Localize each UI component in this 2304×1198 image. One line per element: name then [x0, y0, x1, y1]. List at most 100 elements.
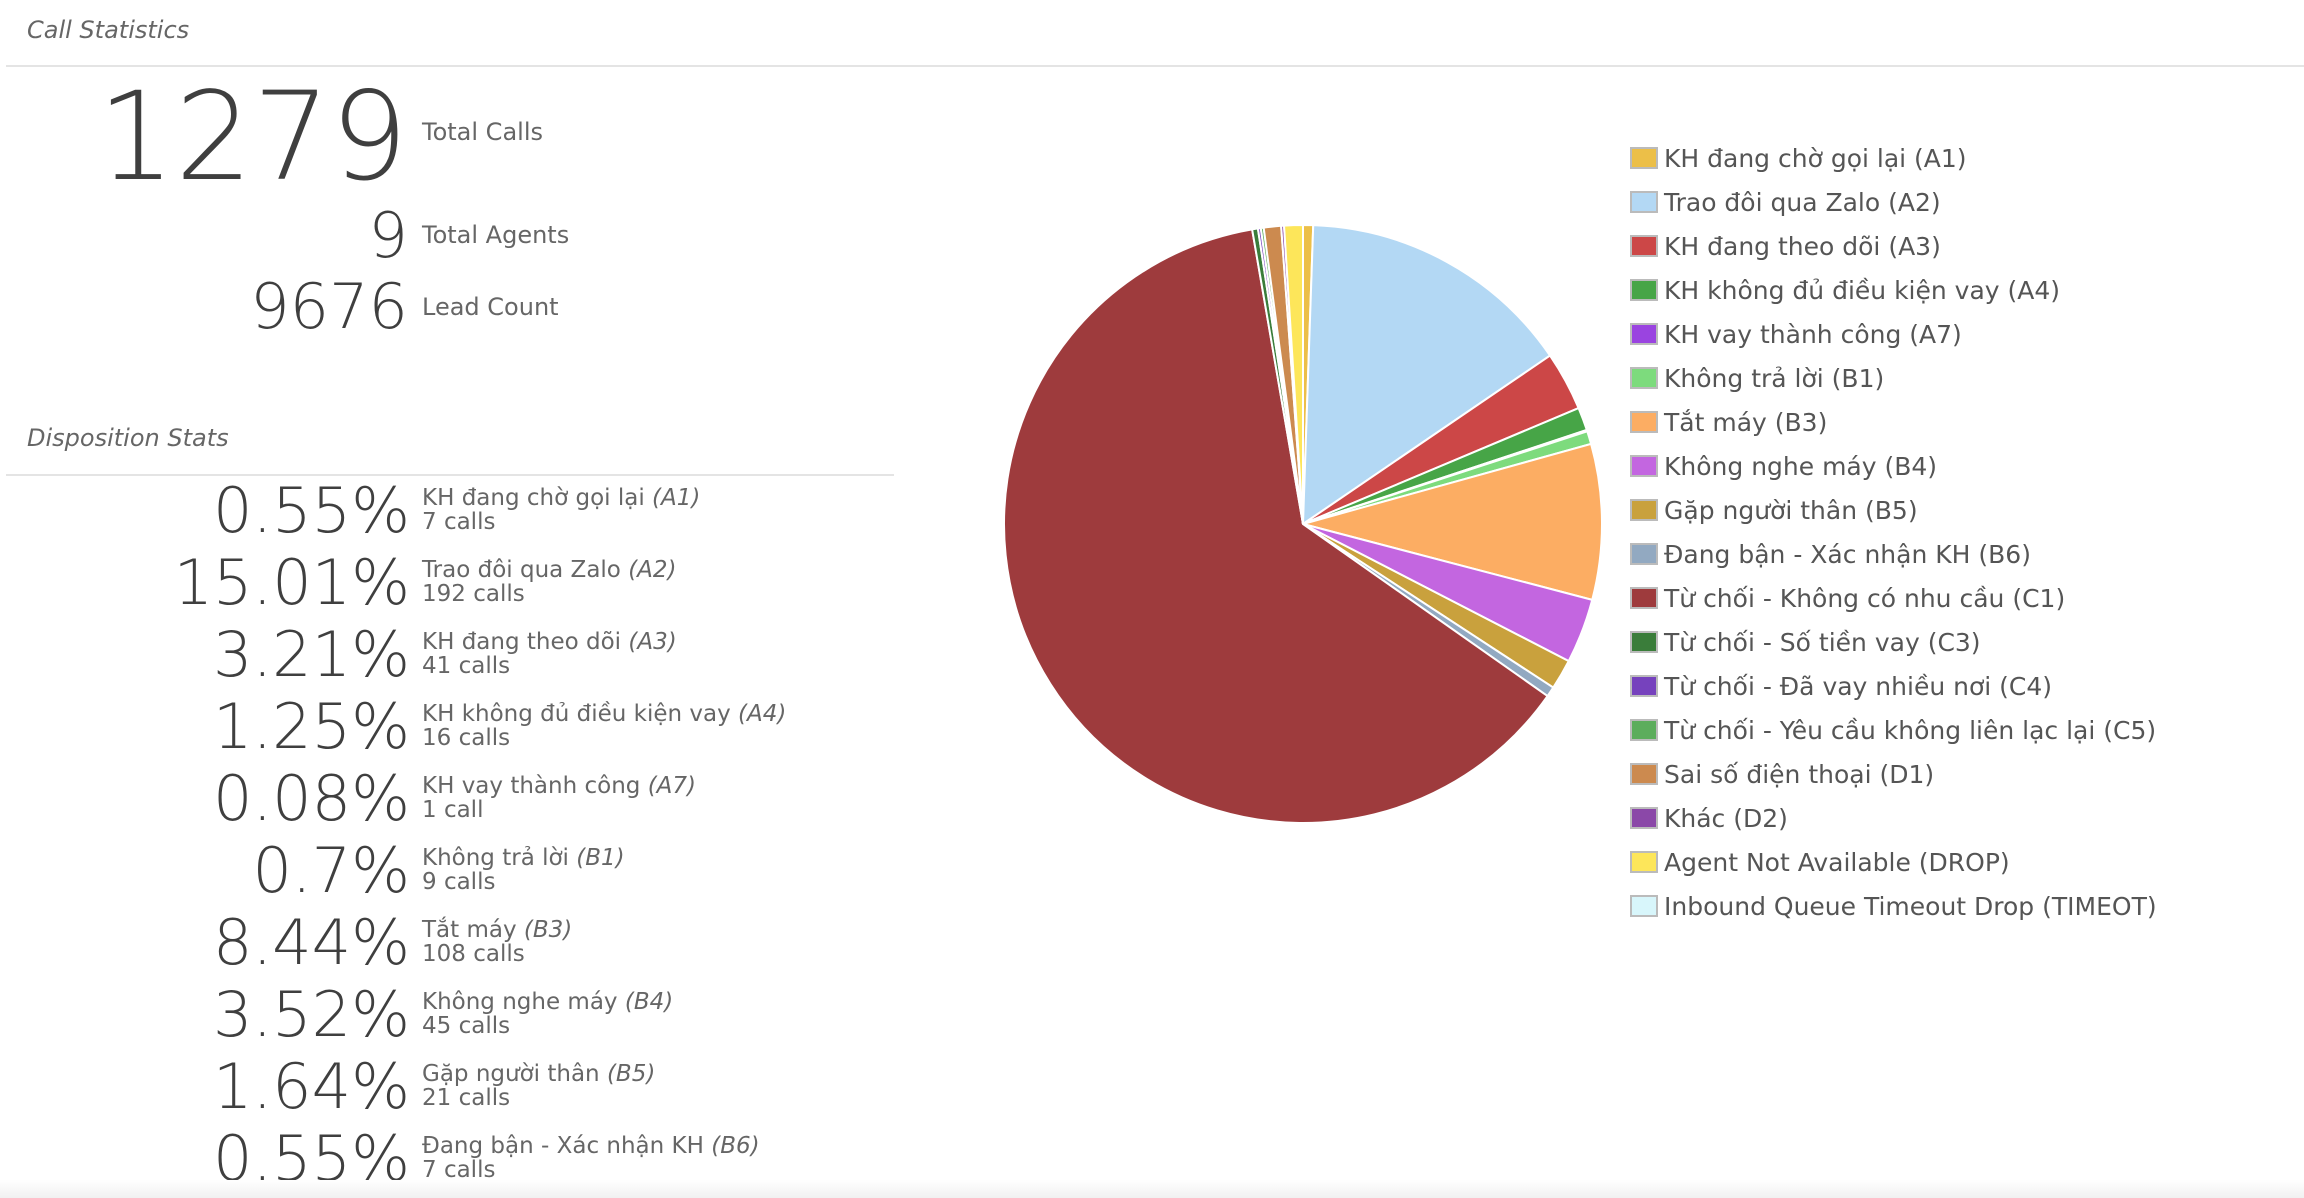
- disposition-percent: 0.08%: [213, 762, 410, 835]
- disposition-calls: 7 calls: [422, 1157, 496, 1183]
- total-calls-label: Total Calls: [422, 118, 543, 146]
- disposition-calls: 41 calls: [422, 653, 511, 679]
- disposition-calls: 1 call: [422, 797, 484, 823]
- disposition-name: Không trả lời (B1): [422, 847, 625, 870]
- legend-label: Từ chối - Yêu cầu không liên lạc lại (C5…: [1664, 715, 2157, 745]
- disposition-percent: 1.64%: [213, 1050, 410, 1123]
- legend-item[interactable]: Đang bận - Xác nhận KH (B6): [1630, 539, 2031, 569]
- legend-item[interactable]: KH không đủ điều kiện vay (A4): [1630, 275, 2060, 305]
- legend-item[interactable]: Tắt máy (B3): [1630, 407, 1827, 437]
- legend-item[interactable]: Khác (D2): [1630, 803, 1788, 833]
- legend-swatch: [1630, 719, 1658, 741]
- legend-item[interactable]: Không trả lời (B1): [1630, 363, 1884, 393]
- legend-swatch: [1630, 631, 1658, 653]
- lead-count-label: Lead Count: [422, 293, 559, 321]
- disposition-name: Đang bận - Xác nhận KH (B6): [422, 1135, 760, 1158]
- pie-slice[interactable]: [1299, 442, 1603, 602]
- legend-item[interactable]: Từ chối - Đã vay nhiều nơi (C4): [1630, 671, 2052, 701]
- legend-label: Tắt máy (B3): [1664, 407, 1828, 437]
- call-statistics-title: Call Statistics: [27, 16, 190, 44]
- legend-item[interactable]: KH vay thành công (A7): [1630, 319, 1962, 349]
- legend-item[interactable]: Gặp người thân (B5): [1630, 495, 1918, 525]
- legend-swatch: [1630, 411, 1658, 433]
- legend-item[interactable]: Từ chối - Yêu cầu không liên lạc lại (C5…: [1630, 715, 2156, 745]
- pie-slice[interactable]: [1003, 228, 1549, 824]
- call-statistics-divider: [6, 65, 2304, 67]
- disposition-code: (B6): [711, 1133, 760, 1159]
- legend-item[interactable]: Agent Not Available (DROP): [1630, 847, 2010, 877]
- disposition-label: Không nghe máy: [422, 989, 618, 1015]
- disposition-code: (A2): [628, 557, 677, 583]
- legend-label: Từ chối - Số tiền vay (C3): [1664, 627, 1981, 657]
- disposition-label: Đang bận - Xác nhận KH: [422, 1133, 704, 1159]
- disposition-percent: 15.01%: [173, 546, 410, 619]
- disposition-calls: 192 calls: [422, 581, 525, 607]
- legend-item[interactable]: Từ chối - Không có nhu cầu (C1): [1630, 583, 2065, 613]
- disposition-percent: 1.25%: [213, 690, 410, 763]
- disposition-calls: 9 calls: [422, 869, 496, 895]
- disposition-percent: 3.21%: [213, 618, 410, 691]
- lead-count-value: 9676: [250, 270, 408, 343]
- legend-label: Trao đôi qua Zalo (A2): [1664, 187, 1941, 217]
- legend-item[interactable]: Không nghe máy (B4): [1630, 451, 1937, 481]
- disposition-label: KH đang theo dõi: [422, 629, 622, 655]
- disposition-percent: 3.52%: [213, 978, 410, 1051]
- pie-slice[interactable]: [1301, 224, 1552, 526]
- disposition-code: (A1): [652, 485, 701, 511]
- legend-label: Inbound Queue Timeout Drop (TIMEOT): [1664, 891, 2157, 921]
- legend-swatch: [1630, 895, 1658, 917]
- disposition-code: (B1): [576, 845, 625, 871]
- legend-swatch: [1630, 851, 1658, 873]
- legend-swatch: [1630, 543, 1658, 565]
- legend-swatch: [1630, 367, 1658, 389]
- pie-slice[interactable]: [1282, 223, 1304, 525]
- disposition-percent: 0.7%: [252, 834, 410, 907]
- legend-item[interactable]: Inbound Queue Timeout Drop (TIMEOT): [1630, 891, 2157, 921]
- legend-swatch: [1630, 147, 1658, 169]
- legend-swatch: [1630, 455, 1658, 477]
- legend-label: KH đang chờ gọi lại (A1): [1664, 143, 1967, 173]
- legend-item[interactable]: Sai số điện thoại (D1): [1630, 759, 1934, 789]
- legend-label: KH vay thành công (A7): [1664, 319, 1962, 349]
- disposition-label: KH không đủ điều kiện vay: [422, 701, 731, 727]
- disposition-percent: 8.44%: [213, 906, 410, 979]
- disposition-calls: 21 calls: [422, 1085, 511, 1111]
- disposition-code: (A3): [628, 629, 677, 655]
- disposition-name: KH vay thành công (A7): [422, 775, 696, 798]
- legend-item[interactable]: KH đang theo dõi (A3): [1630, 231, 1941, 261]
- disposition-percent: 0.55%: [213, 474, 410, 547]
- disposition-name: KH đang theo dõi (A3): [422, 631, 677, 654]
- total-agents-label: Total Agents: [422, 221, 570, 249]
- legend-label: Sai số điện thoại (D1): [1664, 759, 1935, 789]
- disposition-stats-title: Disposition Stats: [27, 424, 229, 452]
- legend-item[interactable]: Từ chối - Số tiền vay (C3): [1630, 627, 1981, 657]
- disposition-label: Trao đôi qua Zalo: [422, 557, 621, 583]
- legend-label: Gặp người thân (B5): [1664, 495, 1918, 525]
- disposition-code: (B4): [624, 989, 674, 1015]
- legend-swatch: [1630, 323, 1658, 345]
- disposition-label: Tắt máy: [422, 917, 517, 943]
- legend-swatch: [1630, 235, 1658, 257]
- legend-swatch: [1630, 763, 1658, 785]
- legend-label: Không trả lời (B1): [1664, 363, 1885, 393]
- legend-label: Không nghe máy (B4): [1664, 451, 1938, 481]
- disposition-calls: 16 calls: [422, 725, 511, 751]
- total-agents-value: 9: [368, 199, 408, 272]
- legend-label: Đang bận - Xác nhận KH (B6): [1664, 539, 2031, 569]
- disposition-code: (B5): [606, 1061, 656, 1087]
- bottom-shadow: [0, 1180, 2304, 1198]
- legend-swatch: [1630, 191, 1658, 213]
- disposition-code: (A7): [647, 773, 697, 799]
- disposition-label: KH đang chờ gọi lại: [422, 485, 645, 511]
- disposition-code: (A4): [738, 701, 787, 727]
- disposition-code: (B3): [523, 917, 573, 943]
- legend-item[interactable]: Trao đôi qua Zalo (A2): [1630, 187, 1941, 217]
- disposition-label: Gặp người thân: [422, 1061, 600, 1087]
- disposition-calls: 108 calls: [422, 941, 525, 967]
- legend-swatch: [1630, 279, 1658, 301]
- legend-item[interactable]: KH đang chờ gọi lại (A1): [1630, 143, 1967, 173]
- disposition-calls: 45 calls: [422, 1013, 511, 1039]
- disposition-label: KH vay thành công: [422, 773, 641, 799]
- disposition-name: Gặp người thân (B5): [422, 1063, 655, 1086]
